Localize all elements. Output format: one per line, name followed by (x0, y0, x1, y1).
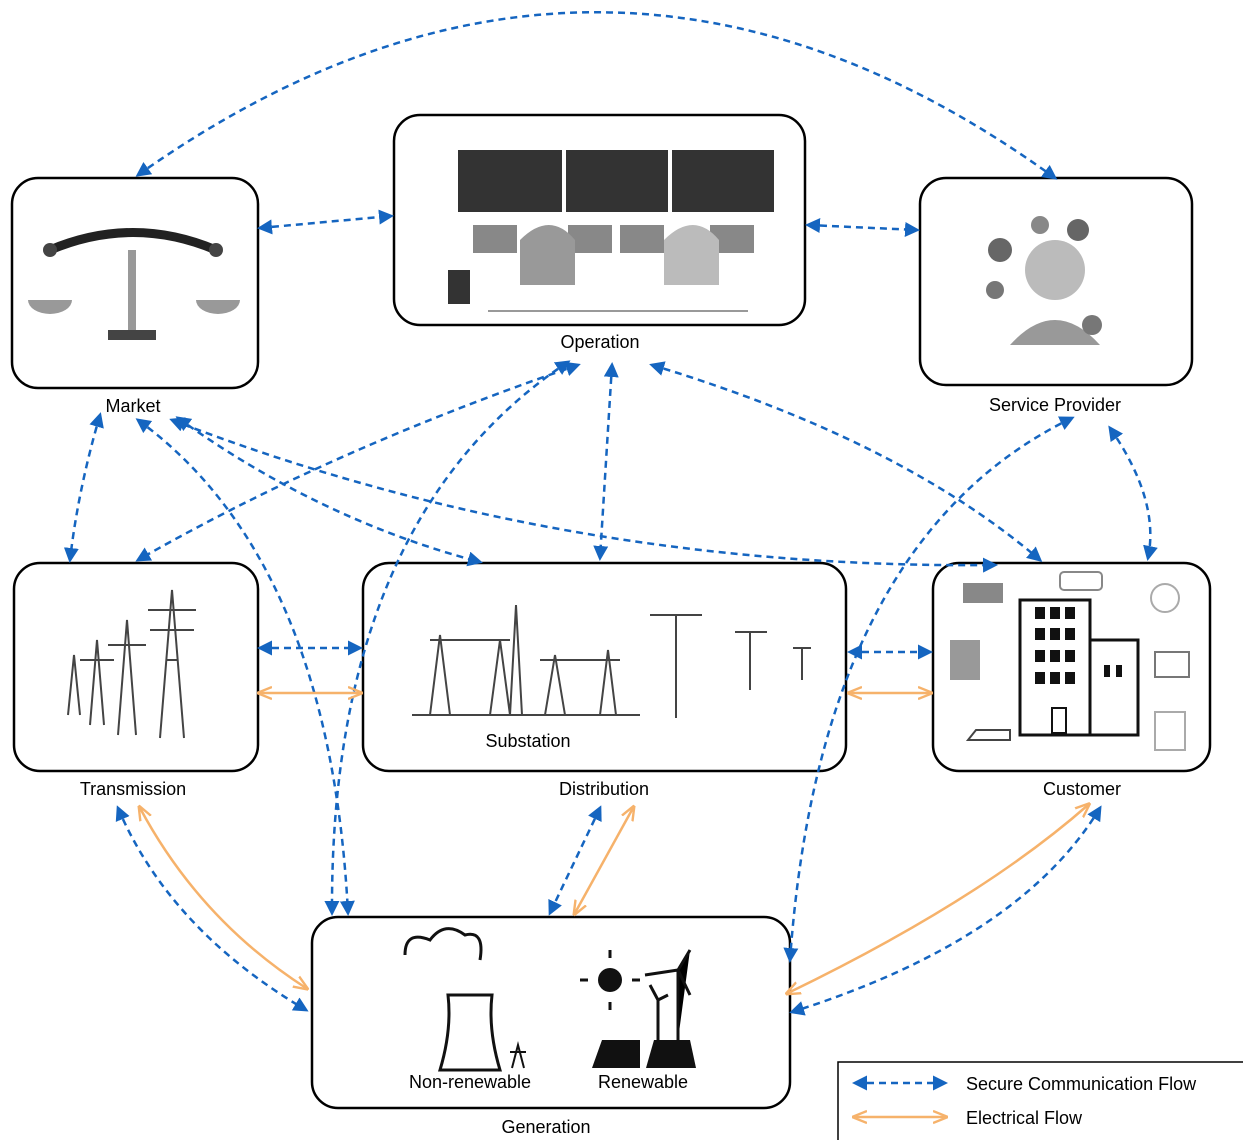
icon-part-part (1050, 672, 1060, 684)
communication-arrow-part (260, 216, 391, 228)
icon-part (988, 238, 1012, 262)
electrical-arrow-part (140, 808, 306, 988)
icon-part-part (488, 310, 748, 312)
icon-part-part (520, 225, 575, 285)
icon-part-part (1050, 628, 1060, 640)
communication-arrow-part (600, 365, 612, 558)
icon-part (986, 281, 1004, 299)
icon-part-part (1035, 628, 1045, 640)
communication-arrow-part (172, 420, 995, 565)
icon-part-part (1035, 607, 1045, 619)
icon-part-part (473, 225, 517, 253)
icon-part (209, 243, 223, 257)
icon-part-part (1065, 650, 1075, 662)
icon-part-part (1035, 650, 1045, 662)
communication-arrow-part (652, 365, 1040, 560)
node-label: Customer (1043, 779, 1121, 799)
node-label: Service Provider (989, 395, 1121, 415)
inner-label: Substation (485, 731, 570, 751)
electrical-arrow-part (575, 808, 633, 913)
inner-label: Non-renewable (409, 1072, 531, 1092)
node-label: Distribution (559, 779, 649, 799)
node-label: Generation (501, 1117, 590, 1137)
icon-part (1025, 240, 1085, 300)
boxe-part (312, 917, 790, 1108)
icon-part-part (1035, 672, 1045, 684)
diagram: Market Operation Service Provider Transm… (0, 0, 1243, 1140)
legend-label: Electrical Flow (966, 1108, 1083, 1128)
icon-part-part (1065, 672, 1075, 684)
icon-part-part (566, 150, 668, 212)
icon-part-part (646, 1040, 696, 1068)
icon-part (1067, 219, 1089, 241)
icon-part-part (1116, 665, 1122, 677)
icon-part (440, 995, 500, 1070)
electrical-arrow-part (788, 805, 1088, 993)
icon-part-part (458, 150, 562, 212)
icon-part-part (1050, 607, 1060, 619)
node-label: Operation (560, 332, 639, 352)
icon-part (1082, 315, 1102, 335)
icon-part-part (620, 225, 664, 253)
communication-arrow-part (808, 225, 917, 230)
icon-part-part (672, 150, 774, 212)
communication-arrow-part (1110, 428, 1150, 558)
icon-part (1031, 216, 1049, 234)
communication-arrow-part (138, 365, 578, 560)
icon-part (598, 968, 622, 992)
icon-part-part (1065, 607, 1075, 619)
communication-arrow-part (550, 808, 600, 913)
icon-part-part (1104, 665, 1110, 677)
communication-arrow-part (792, 808, 1100, 1012)
boxe-part (14, 563, 258, 771)
node-label: Transmission (80, 779, 186, 799)
node-label: Market (105, 396, 160, 416)
legend: Secure Communication Flow Electrical Flo… (838, 1062, 1243, 1140)
communication-arrow-part (70, 415, 100, 560)
icon-part (128, 250, 136, 330)
icon-part-part (448, 270, 470, 304)
icon-part (43, 243, 57, 257)
icon-part (963, 583, 1003, 603)
icon-part (108, 330, 156, 340)
inner-label: Renewable (598, 1072, 688, 1092)
icon-part-part (664, 225, 719, 285)
icon-part (950, 640, 980, 680)
icon-part-part (1050, 650, 1060, 662)
legend-label: Secure Communication Flow (966, 1074, 1197, 1094)
icon-part-part (1065, 628, 1075, 640)
